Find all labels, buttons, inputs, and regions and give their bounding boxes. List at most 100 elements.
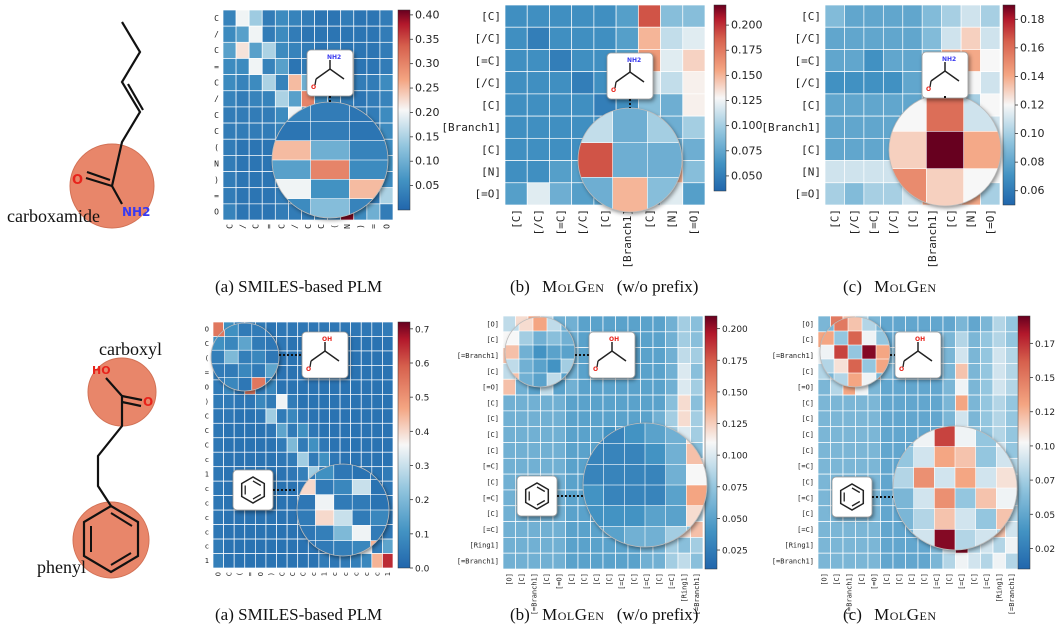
heatmap-cell [842,457,856,475]
heatmap-cell [276,437,288,453]
heatmap-cell [286,336,299,352]
heatmap-cell [265,437,277,453]
row-tick-label: [C] [801,99,821,112]
heatmap-cell [992,552,1006,570]
heatmap-cell [248,58,263,75]
col-tick-label: [=Branch1] [693,573,701,615]
heatmap-cell [379,74,394,92]
heatmap-cell [276,466,288,482]
heatmap-cell [640,363,654,380]
row-tick-label: [Branch1] [761,121,821,134]
col-tick-label: [=O] [688,209,701,236]
heatmap-cell [274,58,289,75]
col-tick-label: [C] [643,209,656,229]
inset-molecule-ring [831,476,873,518]
zoom-cell [505,344,520,360]
col-tick-label: c [352,572,360,576]
heatmap-cell [235,58,250,75]
heatmap-cell [339,379,351,395]
inset-molecule-box [831,476,873,518]
colorbar-tick-label: 0.30 [415,57,440,70]
heatmap-cell [288,74,302,92]
heatmap-cell [261,90,276,108]
heatmap-cell [652,315,666,333]
heatmap-cell [222,138,237,156]
heatmap-cell [276,451,288,468]
col-tick-label: [C] [581,573,589,586]
col-tick-label: [=C] [668,573,676,590]
heatmap-cell [314,25,328,43]
heatmap-cell [301,25,315,43]
colorbar-tick-label: 0.5 [415,394,429,404]
heatmap-cell [844,115,865,139]
heatmap-cell [212,437,224,453]
heatmap-cell [329,437,341,453]
zoom-cell [644,505,667,527]
colorbar [704,315,718,570]
heatmap-cell [261,106,276,124]
heatmap-cell [223,408,235,424]
heatmap-cell [540,410,554,428]
zoom-cell [861,344,877,360]
heatmap-cell [880,394,894,412]
heatmap-cell [882,49,904,73]
heatmap-cell [360,379,373,395]
zoom-cell [310,121,350,142]
heatmap-cell [892,537,906,554]
heatmap-cell [565,426,579,443]
carbonyl-bond-2 [86,170,111,182]
col-tick-label: [/C] [577,209,590,236]
heatmap-cell [552,537,566,554]
row-tick-label: [=Branch1] [772,352,814,360]
heatmap-cell [942,315,956,333]
heatmap-cell [992,315,1006,333]
zoom-cell [578,142,614,178]
heatmap-cell [502,489,516,507]
col-tick-label: [=O] [984,209,997,236]
col-tick-label: C [278,224,287,229]
heatmap-cell [565,521,579,538]
heatmap-cell [992,537,1006,554]
heatmap-cell [637,26,661,50]
zoom-cell [351,525,372,542]
zoom-cell [237,349,253,365]
heatmap-cell [549,4,573,28]
zoom-cell [224,349,239,365]
heatmap-cell [565,552,579,570]
heatmap-cell [274,203,289,221]
heatmap-cell [379,106,394,124]
row-tick-label: [C] [486,368,499,376]
row-tick-label: [=O] [482,384,499,392]
heatmap-cell [627,378,641,396]
heatmap-cell [233,538,246,554]
heatmap-cell [255,408,267,424]
inset-molecule-nh2: NH2 O [306,49,354,97]
heatmap-cell [917,378,931,396]
heatmap-cell [817,552,831,570]
heatmap-cell [817,537,831,554]
heatmap-cell [301,9,315,27]
col-tick-label: c [331,572,339,576]
heatmap-cell [350,422,362,439]
heatmap-cell [527,457,541,475]
heatmap-cell [880,552,894,570]
heatmap-panel-1: C/C=C/CC(N)=OC / C = C / C C(N) = O0.050.100.150.… [214,8,439,228]
heatmap-cell [652,331,666,348]
heatmap-cell [565,315,579,333]
heatmap-cell [327,9,342,27]
heatmap-cell [1005,410,1019,428]
heatmap-cell [504,182,528,206]
col-tick-label: [=C] [933,573,941,590]
heatmap-cell [540,394,554,412]
heatmap-cell [371,321,383,337]
heatmap-cell [565,537,579,554]
inset-label-top: OH [322,336,332,343]
row-tick-label: [=O] [797,384,814,392]
heatmap-cell [690,331,704,348]
heatmap-cell [379,25,394,43]
col-tick-label: [=Branch1] [531,573,539,615]
heatmap-cell [967,331,981,348]
heatmap-cell [942,552,956,570]
heatmap-cell [235,155,250,172]
zoom-cell [847,344,863,360]
